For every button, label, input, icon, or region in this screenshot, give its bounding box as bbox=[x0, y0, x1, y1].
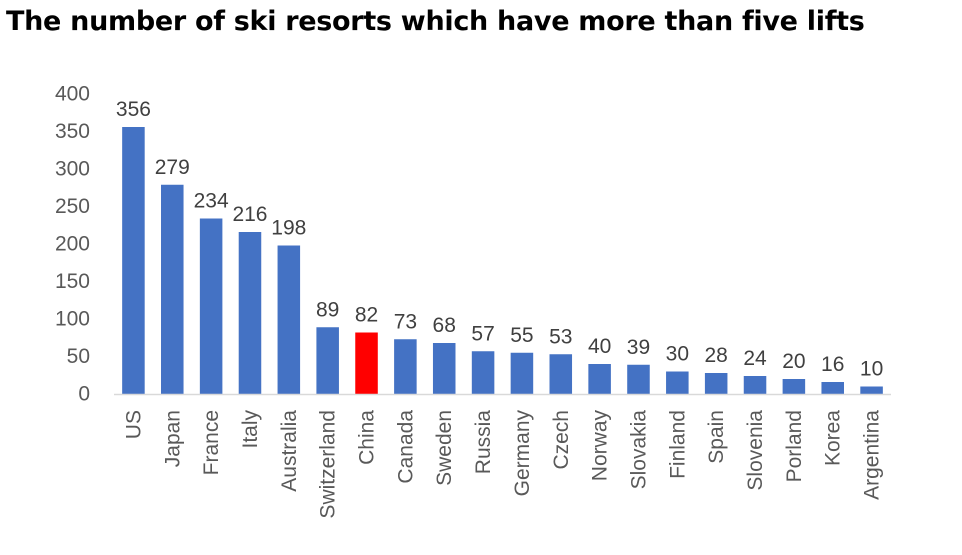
bar-russia bbox=[471, 351, 495, 394]
data-label-finland: 30 bbox=[666, 343, 689, 366]
category-label-japan: Japan bbox=[161, 410, 184, 467]
y-tick-label: 400 bbox=[55, 83, 90, 106]
bar-sweden bbox=[432, 343, 456, 394]
category-labels: US Japan France Italy Australia Switzerland Ch… bbox=[122, 410, 883, 519]
data-label-korea: 16 bbox=[821, 353, 844, 376]
bars bbox=[122, 127, 883, 394]
bar-norway bbox=[588, 364, 611, 394]
category-label-germany: Germany bbox=[511, 410, 534, 497]
category-label-russia: Russia bbox=[472, 410, 495, 475]
data-label-australia: 198 bbox=[271, 217, 306, 240]
category-label-slovenia: Slovenia bbox=[744, 410, 767, 491]
y-tick-label: 0 bbox=[78, 383, 90, 406]
y-tick-label: 50 bbox=[67, 345, 90, 368]
category-label-australia: Australia bbox=[278, 410, 301, 492]
category-label-korea: Korea bbox=[822, 410, 845, 466]
data-label-argentina: 10 bbox=[860, 358, 883, 381]
bar-finland bbox=[666, 371, 689, 394]
bar-france bbox=[199, 218, 223, 394]
data-label-spain: 28 bbox=[704, 344, 727, 367]
category-label-us: US bbox=[122, 410, 145, 439]
bar-porland bbox=[782, 379, 806, 394]
data-label-slovenia: 24 bbox=[743, 347, 767, 370]
y-tick-label: 350 bbox=[55, 120, 90, 143]
bar-us bbox=[122, 127, 145, 394]
category-label-spain: Spain bbox=[705, 410, 728, 464]
category-label-czech: Czech bbox=[550, 410, 573, 470]
data-label-china: 82 bbox=[355, 304, 378, 327]
bar-australia bbox=[277, 245, 301, 394]
data-label-germany: 55 bbox=[510, 324, 533, 347]
data-label-slovakia: 39 bbox=[627, 336, 650, 359]
data-label-russia: 57 bbox=[471, 322, 494, 345]
data-label-norway: 40 bbox=[588, 335, 611, 358]
bar-germany bbox=[510, 352, 534, 394]
y-axis-ticks: 0 50 100 150 200 250 300 350 400 bbox=[55, 83, 90, 406]
bar-korea bbox=[821, 382, 844, 394]
y-tick-label: 100 bbox=[55, 308, 90, 331]
category-label-italy: Italy bbox=[239, 410, 262, 449]
data-label-czech: 53 bbox=[549, 325, 572, 348]
y-tick-label: 150 bbox=[55, 270, 90, 293]
bar-slovakia bbox=[627, 364, 650, 394]
category-label-slovakia: Slovakia bbox=[627, 410, 650, 490]
bar-italy bbox=[238, 232, 262, 394]
data-label-japan: 279 bbox=[155, 156, 190, 179]
category-label-switzerland: Switzerland bbox=[317, 410, 340, 519]
bar-canada bbox=[394, 339, 417, 394]
category-label-porland: Porland bbox=[783, 410, 806, 482]
category-label-finland: Finland bbox=[666, 410, 689, 479]
bar-slovenia bbox=[743, 376, 767, 394]
bar-japan bbox=[161, 184, 184, 394]
category-label-canada: Canada bbox=[394, 410, 417, 484]
data-label-canada: 73 bbox=[394, 310, 417, 333]
chart-title: The number of ski resorts which have mor… bbox=[6, 6, 865, 37]
data-label-italy: 216 bbox=[232, 203, 267, 226]
data-label-sweden: 68 bbox=[433, 314, 456, 337]
category-label-china: China bbox=[356, 410, 379, 465]
bar-spain bbox=[704, 373, 728, 394]
category-label-france: France bbox=[200, 410, 223, 475]
category-label-argentina: Argentina bbox=[861, 410, 884, 500]
y-tick-label: 250 bbox=[55, 195, 90, 218]
data-label-switzerland: 89 bbox=[316, 298, 339, 321]
category-label-sweden: Sweden bbox=[433, 410, 456, 486]
data-label-france: 234 bbox=[194, 190, 229, 213]
bar-argentina bbox=[860, 386, 883, 394]
data-label-us: 356 bbox=[116, 98, 151, 121]
data-label-porland: 20 bbox=[782, 350, 805, 373]
category-label-norway: Norway bbox=[589, 410, 612, 482]
bar-czech bbox=[549, 354, 573, 394]
y-tick-label: 300 bbox=[55, 158, 90, 181]
bar-china bbox=[355, 332, 378, 394]
bar-switzerland bbox=[316, 327, 339, 394]
y-tick-label: 200 bbox=[55, 233, 90, 256]
